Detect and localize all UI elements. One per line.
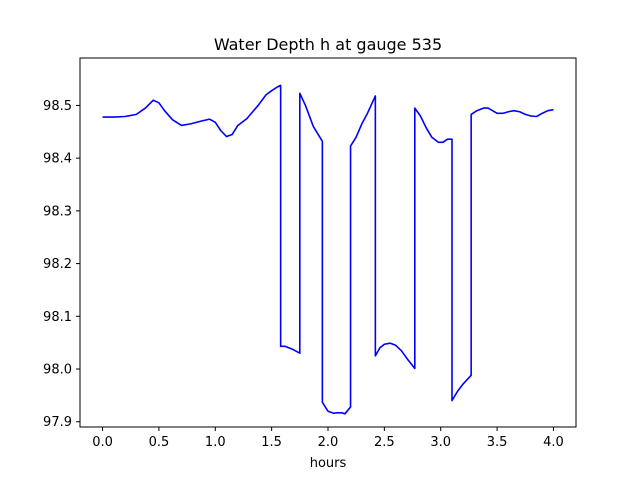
x-tick-label: 4.0 bbox=[543, 435, 564, 450]
x-tick-label: 3.5 bbox=[487, 435, 508, 450]
x-axis: 0.0 0.5 1.0 1.5 2.0 2.5 3.0 3.5 4.0 bbox=[92, 427, 564, 450]
x-tick-label: 0.5 bbox=[149, 435, 170, 450]
series-line-0 bbox=[102, 84, 554, 415]
x-tick-label: 1.0 bbox=[205, 435, 226, 450]
y-tick-label: 97.9 bbox=[43, 415, 72, 430]
x-tick-label: 1.5 bbox=[261, 435, 282, 450]
y-tick-label: 98.5 bbox=[43, 99, 72, 114]
y-tick-label: 98.3 bbox=[43, 204, 72, 219]
x-tick-label: 0.0 bbox=[92, 435, 113, 450]
x-tick-label: 2.0 bbox=[318, 435, 339, 450]
x-axis-label: hours bbox=[310, 456, 347, 471]
y-tick-label: 98.0 bbox=[43, 363, 72, 378]
y-tick-label: 98.1 bbox=[43, 310, 72, 325]
plot-marks bbox=[102, 84, 554, 415]
y-axis: 97.9 98.0 98.1 98.2 98.3 98.4 98.5 bbox=[43, 99, 80, 430]
x-tick-label: 2.5 bbox=[374, 435, 395, 450]
y-tick-label: 98.2 bbox=[43, 257, 72, 272]
y-tick-label: 98.4 bbox=[43, 152, 72, 167]
chart-title: Water Depth h at gauge 535 bbox=[214, 35, 442, 54]
x-tick-label: 3.0 bbox=[430, 435, 451, 450]
